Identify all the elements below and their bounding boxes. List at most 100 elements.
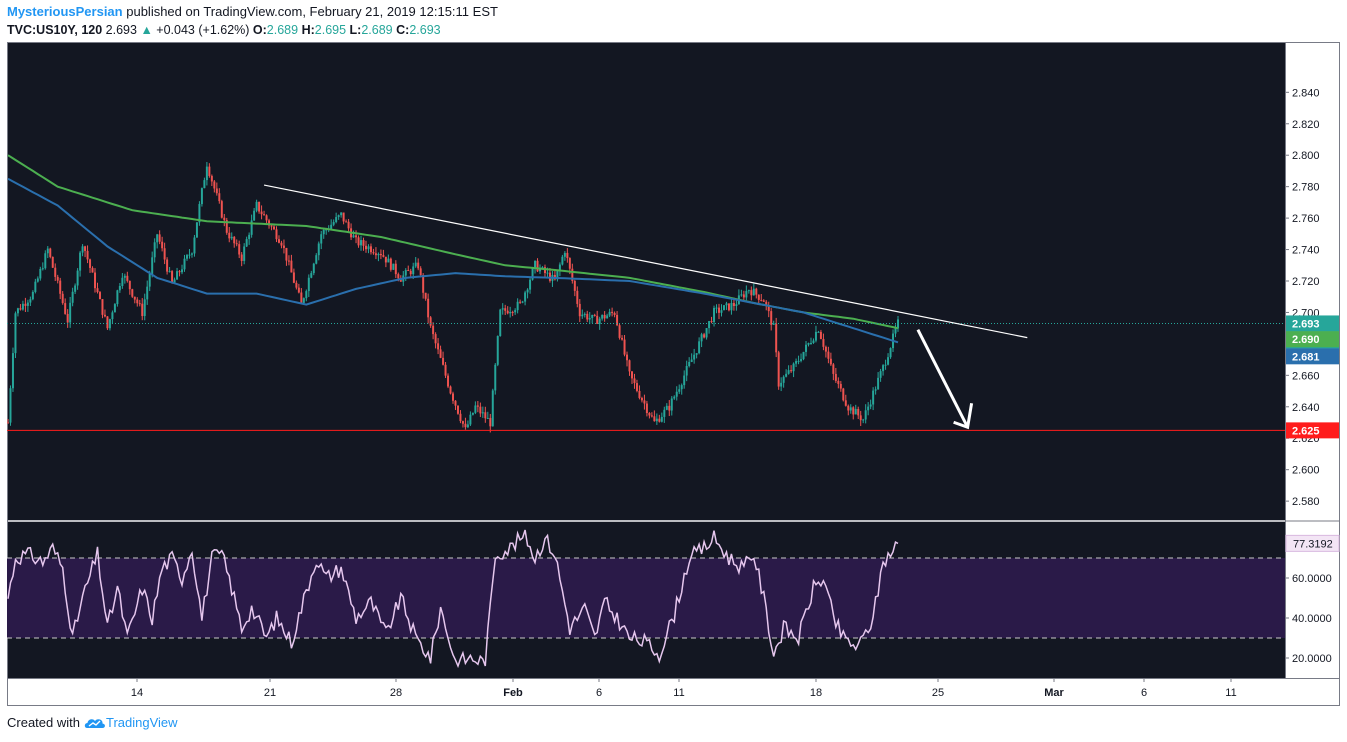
candle-body (213, 181, 216, 189)
candle-body (688, 361, 691, 366)
candle-body (725, 303, 728, 306)
down-arrow-head (953, 402, 974, 430)
candle-body (414, 262, 417, 267)
candle-body (128, 280, 131, 290)
candle-body (536, 260, 539, 272)
candle-body (563, 252, 566, 257)
candle-body (16, 308, 19, 314)
candle-body (297, 287, 300, 293)
candle-body (138, 303, 141, 305)
price-tick-label: 2.780 (1292, 182, 1320, 194)
candle-body (223, 217, 226, 221)
candle-body (499, 309, 502, 337)
time-tick-label: Feb (503, 687, 523, 699)
candle-body (66, 313, 69, 323)
candle-body (792, 363, 795, 372)
candle-body (481, 412, 484, 414)
candle-body (573, 280, 576, 291)
candle-body (424, 292, 427, 299)
candle-body (96, 288, 99, 293)
candle-body (509, 311, 512, 314)
candle-body (772, 323, 775, 325)
candle-body (29, 299, 32, 303)
candle-body (469, 414, 472, 425)
candle-body (295, 282, 298, 288)
candle-body (603, 314, 606, 319)
candle-body (546, 272, 549, 274)
candle-body (660, 416, 663, 422)
candle-body (678, 389, 681, 392)
candle-body (282, 245, 285, 248)
candle-body (747, 290, 750, 292)
candle-body (732, 303, 735, 307)
candle-body (148, 273, 151, 287)
candle-body (775, 323, 778, 353)
candle-body (817, 331, 820, 333)
candle-body (273, 226, 276, 230)
candle-body (889, 348, 892, 358)
candle-body (260, 211, 263, 215)
candle-body (650, 415, 653, 417)
price-change: +0.043 (+1.62%) (156, 23, 250, 37)
candle-body (571, 268, 574, 281)
time-tick-label: 11 (1225, 687, 1236, 699)
candle-body (456, 405, 459, 414)
rsi-value-label-bg (1285, 534, 1340, 552)
candle-body (713, 307, 716, 322)
candle-body (802, 351, 805, 360)
candle-body (767, 305, 770, 312)
tradingview-logo[interactable]: TradingView (84, 715, 178, 730)
candle-body (695, 353, 698, 355)
candle-body (466, 424, 469, 428)
candle-body (71, 291, 74, 303)
footer: Created with TradingView (7, 715, 178, 730)
candle-body (452, 393, 454, 401)
candle-body (742, 294, 745, 298)
candle-body (98, 292, 101, 300)
candle-body (153, 242, 156, 258)
support-price-label: 2.625 (1292, 425, 1320, 437)
candle-body (265, 215, 268, 221)
rsi-tick-label: 20.0000 (1292, 653, 1332, 665)
candle-body (407, 270, 410, 272)
candle-body (862, 419, 865, 421)
candle-body (233, 236, 236, 244)
sma-blue-line (7, 177, 899, 344)
candle-body (698, 341, 701, 354)
candle-body (708, 321, 711, 329)
candle-body (633, 378, 636, 384)
candle-body (337, 215, 340, 218)
price-tick-label: 2.740 (1292, 245, 1320, 257)
symbol-label: TVC:US10Y, 120 (7, 23, 103, 37)
candle-body (829, 358, 832, 365)
candle-body (181, 269, 184, 273)
candle-body (675, 391, 678, 397)
candle-body (700, 334, 703, 342)
candle-body (606, 315, 609, 319)
time-tick-label: 14 (131, 687, 143, 699)
candle-body (516, 301, 519, 311)
candle-body (86, 250, 89, 260)
last-price: 2.693 (105, 23, 137, 37)
candle-body (447, 375, 450, 387)
tradingview-brand: TradingView (105, 715, 178, 730)
candle-body (795, 361, 798, 364)
candle-body (146, 286, 149, 300)
candle-body (14, 313, 17, 354)
candle-body (387, 258, 390, 263)
candle-body (228, 232, 231, 239)
candle-body (543, 267, 546, 274)
candle-body (427, 298, 430, 318)
candle-body (596, 315, 599, 324)
author-link[interactable]: MysteriousPersian (7, 4, 123, 19)
candle-body (377, 253, 380, 256)
candle-body (210, 175, 213, 182)
candle-body (797, 360, 800, 362)
candle-body (608, 311, 611, 316)
candle-body (630, 371, 633, 379)
candle-body (670, 398, 673, 411)
candle-body (869, 404, 872, 407)
candle-body (163, 248, 166, 260)
candle-body (703, 334, 706, 338)
